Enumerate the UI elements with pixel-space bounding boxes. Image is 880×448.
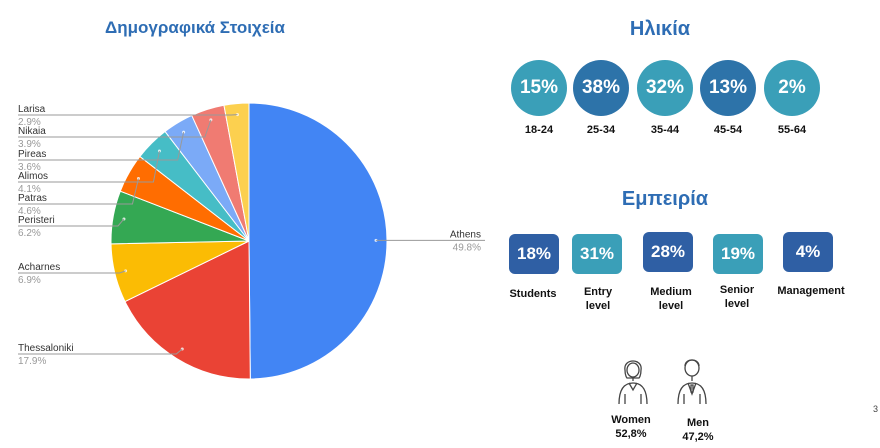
age-label-45-54: 45-54: [713, 124, 743, 136]
experience-box-students: 18%: [509, 234, 559, 274]
pie-slice-athens: [248, 102, 388, 380]
experience-label-management: Management: [777, 285, 845, 297]
pie-leader-pireas: [18, 132, 185, 161]
pie-value-larisa: 2.9%: [18, 117, 41, 128]
pie-slice-larisa: [223, 102, 250, 242]
experience-box-management: 4%: [783, 232, 833, 272]
men-stat: Men 47,2%: [663, 416, 733, 444]
page-number: 3: [872, 404, 878, 414]
men-label: Men: [687, 417, 709, 429]
pie-value-nikaia: 3.9%: [18, 139, 41, 150]
experience-box-entry: 31%: [572, 234, 622, 274]
pie-label-pireas: Pireas: [18, 149, 46, 160]
pie-label-athens: Athens: [450, 229, 481, 240]
age-label-55-64: 55-64: [777, 124, 807, 136]
experience-label-medium: Medium level: [650, 286, 692, 312]
pie-label-larisa: Larisa: [18, 104, 46, 115]
age-label-35-44: 35-44: [650, 124, 680, 136]
experience-label-senior: Senior level: [719, 284, 755, 310]
pie-label-nikaia: Nikaia: [18, 126, 46, 137]
experience-box-medium: 28%: [643, 232, 693, 272]
pie-label-patras: Patras: [18, 193, 47, 204]
pie-leader-peristeri: [18, 218, 125, 227]
age-circle-55-64: 2%: [764, 60, 820, 116]
pie-label-peristeri: Peristeri: [18, 215, 55, 226]
pie-slice-thessaloniki: [124, 240, 251, 380]
pie-label-acharnes: Acharnes: [18, 262, 60, 273]
pie-leader-patras: [18, 178, 139, 205]
pie-value-acharnes: 6.9%: [18, 275, 41, 286]
experience-label-students: Students: [509, 288, 557, 300]
experience-title: Εμπειρία: [621, 188, 709, 210]
age-circle-45-54: 13%: [700, 60, 756, 116]
women-stat: Women 52,8%: [596, 413, 666, 441]
pie-value-patras: 4.6%: [18, 206, 41, 217]
pie-value-peristeri: 6.2%: [18, 228, 41, 239]
pie-leader-alimos: [18, 150, 160, 183]
age-circle-18-24: 15%: [511, 60, 567, 116]
age-circle-35-44: 32%: [637, 60, 693, 116]
age-title: Ηλικία: [629, 18, 691, 40]
experience-label-entry: Entry level: [583, 286, 613, 312]
men-value: 47,2%: [682, 431, 714, 443]
women-label: Women: [611, 414, 651, 426]
experience-box-senior: 19%: [713, 234, 763, 274]
chart-title: Δημογραφικά Στοιχεία: [105, 18, 285, 37]
woman-icon: [618, 360, 648, 405]
age-circle-25-34: 38%: [573, 60, 629, 116]
man-icon: [677, 359, 707, 405]
age-label-18-24: 18-24: [524, 124, 554, 136]
pie-chart: Athens 49.8% Thessaloniki 17.9% Acharnes 6.9%…: [18, 102, 485, 380]
pie-value-pireas: 3.6%: [18, 162, 41, 173]
pie-value-thessaloniki: 17.9%: [18, 356, 46, 367]
women-value: 52,8%: [615, 428, 647, 440]
pie-value-athens: 49.8%: [453, 242, 481, 253]
pie-value-alimos: 4.1%: [18, 184, 41, 195]
pie-label-alimos: Alimos: [18, 171, 48, 182]
pie-leader-nikaia: [18, 119, 212, 138]
age-label-25-34: 25-34: [586, 124, 616, 136]
pie-leader-thessaloniki: [18, 348, 183, 355]
pie-label-thessaloniki: Thessaloniki: [18, 343, 74, 354]
pie-leader-acharnes: [18, 270, 126, 274]
